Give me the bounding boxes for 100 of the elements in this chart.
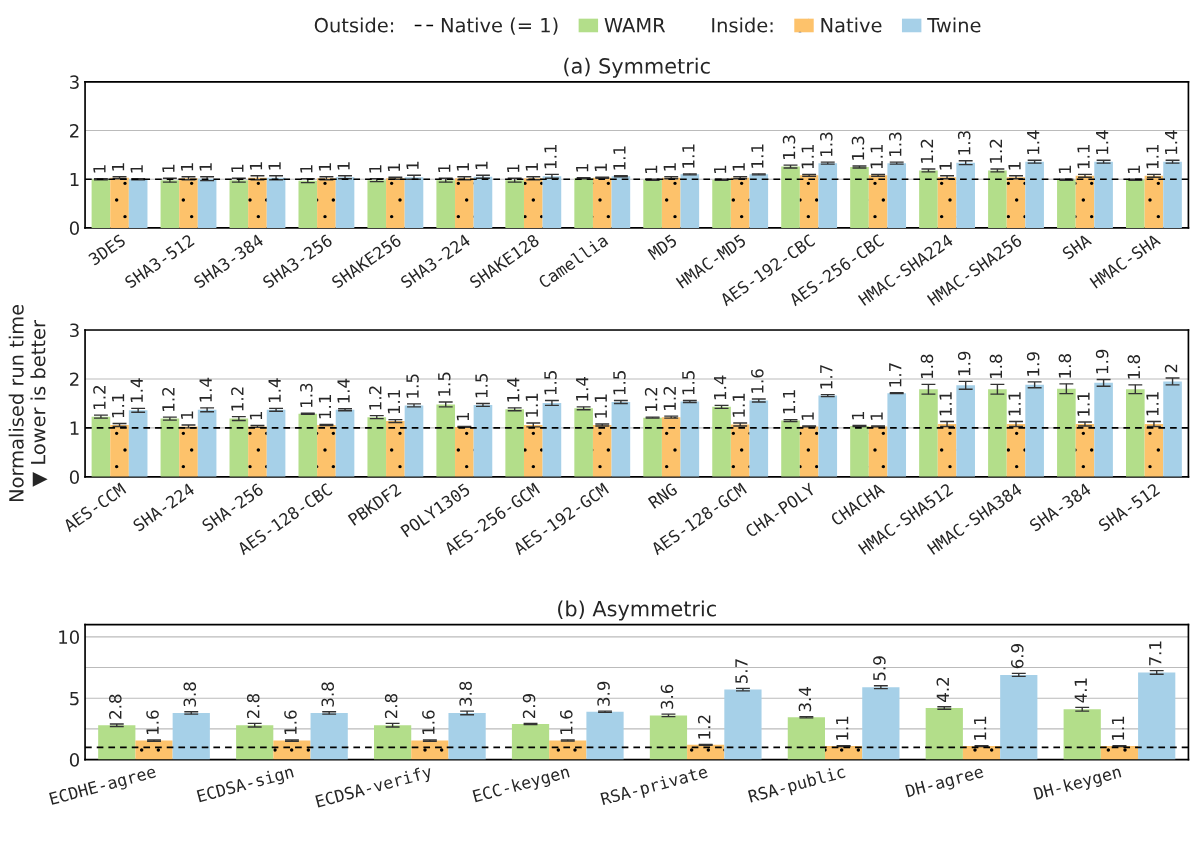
legend-label: Native <box>821 17 882 33</box>
bar <box>937 177 957 228</box>
bar <box>799 426 819 477</box>
data-label: 1.1 <box>1008 392 1021 416</box>
data-label: 1.1 <box>870 145 883 169</box>
bar <box>1075 175 1095 228</box>
data-label: 1.4 <box>130 378 143 403</box>
bar <box>781 420 800 477</box>
data-label: 1.4 <box>714 375 727 400</box>
bar <box>919 170 938 228</box>
bar <box>160 180 180 228</box>
data-label: 1.1 <box>594 394 607 418</box>
bar <box>386 178 405 228</box>
bar <box>310 712 348 760</box>
data-label: 1.1 <box>939 392 952 416</box>
bar <box>1144 175 1164 228</box>
bar <box>925 708 963 760</box>
text: Inside: <box>712 17 773 33</box>
data-label: 1.3 <box>888 132 902 156</box>
chart-title: (a) Symmetric <box>564 57 710 78</box>
text: Outside: <box>314 17 394 33</box>
bar <box>1094 161 1113 228</box>
data-label: 1 <box>406 161 419 170</box>
data-label: 1 <box>249 162 263 170</box>
y-tick-label: 0 <box>69 221 79 235</box>
bar <box>523 178 543 228</box>
data-label: 1.4 <box>576 376 589 401</box>
data-label: 1.4 <box>268 378 281 403</box>
data-label: 1.1 <box>682 144 695 168</box>
data-label: 5.7 <box>735 659 748 684</box>
bar <box>574 178 593 228</box>
data-label: 1.7 <box>889 363 902 387</box>
bar <box>335 177 355 228</box>
data-label: 1.1 <box>1146 145 1159 169</box>
data-label: 1 <box>576 164 589 172</box>
data-label: 1 <box>111 163 125 171</box>
bar <box>730 424 750 477</box>
data-label: 1.6 <box>146 710 159 735</box>
bar <box>1057 388 1076 477</box>
bar <box>862 687 900 760</box>
data-label: 1 <box>130 165 143 173</box>
bar <box>724 689 762 760</box>
data-label: 1.1 <box>836 716 849 740</box>
bar <box>1063 709 1101 760</box>
bar <box>749 174 769 228</box>
bar <box>1075 423 1095 477</box>
bar <box>298 413 318 477</box>
data-label: 3.9 <box>597 681 610 706</box>
data-label: 1.5 <box>682 371 695 395</box>
data-label: 1.1 <box>751 144 764 168</box>
data-label: 1 <box>180 411 194 419</box>
bar <box>523 424 543 477</box>
data-label: 1.9 <box>957 351 971 376</box>
data-label: 1 <box>456 412 469 421</box>
bar <box>818 395 838 477</box>
bar <box>712 179 731 228</box>
bar <box>919 389 938 477</box>
bar <box>1163 161 1182 228</box>
data-label: 1.1 <box>525 393 538 417</box>
bar <box>1144 423 1164 477</box>
y-tick-label: 2 <box>70 372 79 386</box>
data-label: 1.7 <box>820 365 833 389</box>
data-label: 1 <box>387 163 400 172</box>
bar <box>505 409 524 477</box>
data-label: 1.6 <box>560 710 573 734</box>
data-label: 1 <box>801 412 814 420</box>
data-label: 1.3 <box>300 383 313 407</box>
bar <box>236 725 274 760</box>
bar <box>988 170 1007 228</box>
bar <box>386 421 405 477</box>
bar <box>643 179 662 228</box>
bar <box>1006 177 1026 228</box>
data-label: 1 <box>714 165 727 173</box>
bar <box>574 408 593 477</box>
data-label: 2.8 <box>246 693 260 719</box>
data-label: 1.1 <box>387 390 400 414</box>
bar <box>1000 674 1038 760</box>
data-label: 1 <box>475 161 488 170</box>
bar <box>1025 161 1044 228</box>
data-label: 1.2 <box>231 387 244 411</box>
bar <box>179 178 198 228</box>
bar <box>542 402 562 477</box>
data-label: 1 <box>93 165 106 173</box>
bar <box>317 178 336 228</box>
bar <box>887 163 907 228</box>
data-label: 4.2 <box>936 677 949 702</box>
bar <box>680 401 700 477</box>
data-label: 1.5 <box>544 371 557 395</box>
y-axis-title: Normalised run time ▼ Lower is better <box>8 304 48 502</box>
bar <box>868 175 888 228</box>
bar <box>505 180 524 228</box>
data-label: 1.4 <box>337 378 350 403</box>
bar <box>91 416 111 477</box>
bar <box>661 417 681 477</box>
data-label: 1 <box>939 162 952 170</box>
data-label: 1.4 <box>507 377 520 402</box>
bar <box>1126 179 1145 228</box>
data-label: 1.8 <box>1127 355 1141 379</box>
bar <box>1163 381 1182 477</box>
y-tick-label: 10 <box>59 630 79 644</box>
